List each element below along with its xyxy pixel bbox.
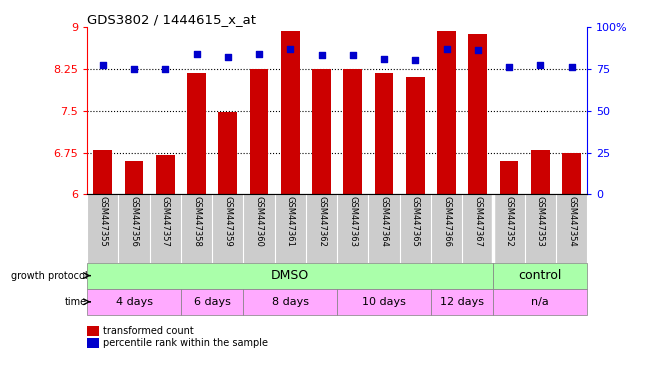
Text: GSM447364: GSM447364: [380, 197, 389, 247]
Point: [535, 62, 546, 68]
Point: [223, 54, 234, 60]
Text: GSM447357: GSM447357: [161, 197, 170, 247]
Text: GSM447359: GSM447359: [223, 197, 232, 247]
Bar: [156, 156, 174, 194]
Text: growth protocol: growth protocol: [11, 271, 87, 281]
Point: [191, 51, 202, 57]
Bar: [281, 31, 300, 194]
Point: [441, 46, 452, 52]
Bar: [493, 289, 587, 315]
Bar: [468, 34, 487, 194]
Point: [129, 66, 140, 72]
Bar: [431, 289, 493, 315]
Text: GSM447365: GSM447365: [411, 197, 420, 247]
Bar: [250, 69, 268, 194]
Bar: [87, 289, 181, 315]
Point: [254, 51, 264, 57]
Point: [160, 66, 170, 72]
Point: [378, 56, 389, 62]
Text: transformed count: transformed count: [103, 326, 193, 336]
Text: GSM447367: GSM447367: [473, 197, 482, 247]
Text: GSM447355: GSM447355: [99, 197, 107, 247]
Text: 4 days: 4 days: [115, 297, 152, 307]
Bar: [493, 263, 587, 289]
Bar: [187, 73, 206, 194]
Point: [504, 64, 515, 70]
Bar: [406, 77, 425, 194]
Text: 10 days: 10 days: [362, 297, 406, 307]
Point: [97, 62, 108, 68]
Bar: [562, 152, 581, 194]
Text: GSM447356: GSM447356: [130, 197, 139, 247]
Bar: [338, 289, 431, 315]
Bar: [93, 150, 112, 194]
Bar: [437, 31, 456, 194]
Text: GSM447360: GSM447360: [254, 197, 264, 247]
Bar: [219, 112, 238, 194]
Text: GSM447362: GSM447362: [317, 197, 326, 247]
Text: GSM447354: GSM447354: [567, 197, 576, 247]
Text: GSM447352: GSM447352: [505, 197, 513, 247]
Bar: [181, 289, 244, 315]
Point: [566, 64, 577, 70]
Text: GSM447358: GSM447358: [192, 197, 201, 247]
Text: DMSO: DMSO: [271, 269, 309, 282]
Bar: [244, 289, 338, 315]
Bar: [500, 161, 519, 194]
Text: percentile rank within the sample: percentile rank within the sample: [103, 338, 268, 348]
Text: GSM447363: GSM447363: [348, 197, 357, 247]
Text: GSM447353: GSM447353: [535, 197, 545, 247]
Point: [410, 57, 421, 63]
Bar: [344, 69, 362, 194]
Bar: [87, 263, 493, 289]
Text: GSM447366: GSM447366: [442, 197, 451, 247]
Point: [472, 47, 483, 53]
Text: GSM447361: GSM447361: [286, 197, 295, 247]
Text: control: control: [519, 269, 562, 282]
Text: n/a: n/a: [531, 297, 549, 307]
Bar: [531, 150, 550, 194]
Point: [316, 52, 327, 58]
Bar: [374, 73, 393, 194]
Bar: [312, 69, 331, 194]
Text: GDS3802 / 1444615_x_at: GDS3802 / 1444615_x_at: [87, 13, 256, 26]
Text: 6 days: 6 days: [194, 297, 231, 307]
Point: [348, 52, 358, 58]
Bar: [125, 161, 144, 194]
Text: 12 days: 12 days: [440, 297, 484, 307]
Point: [285, 46, 296, 52]
Text: time: time: [65, 297, 87, 307]
Text: 8 days: 8 days: [272, 297, 309, 307]
